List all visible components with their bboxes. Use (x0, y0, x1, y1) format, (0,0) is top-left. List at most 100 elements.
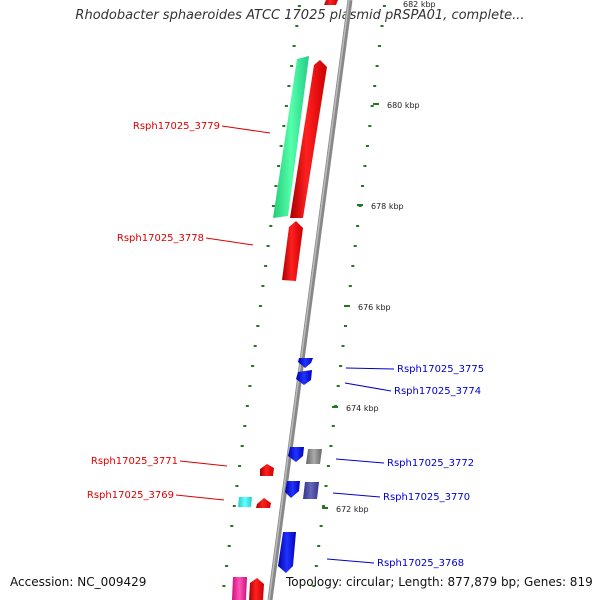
inner-tick-dot (230, 525, 234, 527)
inner-tick-dot (240, 445, 244, 447)
outer-tick-dot (326, 465, 330, 467)
gene-bottom-red-arrow[interactable] (249, 578, 264, 600)
outer-tick-dots (312, 5, 386, 587)
label-line-3768 (326, 558, 375, 564)
gene-rsph17025-3774-arrow[interactable] (296, 370, 312, 385)
outer-tick-dot (348, 285, 352, 287)
outer-tick-dot (329, 445, 333, 447)
inner-tick-dot (277, 165, 281, 167)
gene-label-rsph17025-3771[interactable]: Rsph17025_3771 (91, 456, 178, 467)
gene-label-rsph17025-3769[interactable]: Rsph17025_3769 (87, 490, 174, 501)
gene-rsph17025-3768-arrow[interactable] (278, 532, 296, 573)
inner-tick-dot (284, 105, 288, 107)
outer-tick-dot (317, 545, 321, 547)
tick-label-672: 672 kbp (336, 505, 369, 514)
backbone-line (267, 0, 353, 600)
label-line-3769 (175, 494, 225, 501)
outer-tick-dot (322, 505, 326, 507)
tick-label-682: 682 kbp (403, 0, 436, 9)
outer-tick-dot (365, 145, 369, 147)
inner-tick-dot (297, 5, 301, 7)
gene-rsph17025-3771-arrow[interactable] (260, 464, 274, 476)
gene-label-rsph17025-3774[interactable]: Rsph17025_3774 (394, 386, 481, 397)
inner-tick-dot (292, 45, 296, 47)
label-line-3770 (332, 492, 381, 498)
inner-tick-dot (256, 325, 260, 327)
gene-label-rsph17025-3775[interactable]: Rsph17025_3775 (397, 364, 484, 375)
inner-tick-dot (274, 185, 278, 187)
gene-rsph17025-3775-arrow[interactable] (298, 358, 313, 368)
inner-tick-dots (222, 5, 301, 587)
gene-label-rsph17025-3779[interactable]: Rsph17025_3779 (133, 121, 220, 132)
gene-rsph17025-3779-arrow[interactable] (290, 60, 327, 218)
inner-tick-dot (269, 225, 273, 227)
outer-tick-dot (314, 565, 318, 567)
inner-tick-dot (295, 25, 299, 27)
inner-tick-dot (232, 505, 236, 507)
gene-label-rsph17025-3778[interactable]: Rsph17025_3778 (117, 233, 204, 244)
label-line-3771 (179, 460, 228, 467)
gene-rna-teal[interactable] (273, 56, 309, 218)
outer-tick-dot (380, 25, 384, 27)
gene-label-rsph17025-3770[interactable]: Rsph17025_3770 (383, 492, 470, 503)
label-line-3772 (335, 458, 385, 464)
inner-tick-dot (251, 365, 255, 367)
tick-label-674: 674 kbp (346, 404, 379, 413)
map-title: Rhodobacter sphaeroides ATCC 17025 plasm… (75, 8, 525, 23)
inner-tick-dot (266, 245, 270, 247)
label-line-3778 (205, 237, 254, 246)
outer-tick-dot (373, 85, 377, 87)
inner-tick-dot (282, 125, 286, 127)
accession-text: Accession: NC_009429 (10, 575, 147, 589)
inner-tick-dot (287, 85, 291, 87)
backbone-highlight (268, 0, 350, 600)
inner-tick-dot (261, 285, 265, 287)
inner-tick-dot (264, 265, 268, 267)
inner-tick-dot (222, 585, 226, 587)
inner-tick-dot (271, 205, 275, 207)
inner-tick-dot (235, 485, 239, 487)
outer-tick-dot (341, 345, 345, 347)
gene-top-red[interactable] (324, 0, 338, 5)
inner-tick-dot (227, 545, 231, 547)
inner-tick-dot (238, 465, 242, 467)
tick-label-676: 676 kbp (358, 303, 391, 312)
outer-tick-dot (382, 5, 386, 7)
gene-gray-block[interactable] (306, 449, 322, 464)
gene-rsph17025-3770-arrow[interactable] (285, 481, 300, 498)
gene-rsph17025-3769-arrow[interactable] (256, 498, 271, 508)
gene-slate-block[interactable] (303, 482, 319, 499)
outer-tick-dot (378, 45, 381, 47)
gene-rsph17025-3772-arrow[interactable] (288, 447, 304, 462)
outer-tick-dot (351, 265, 355, 267)
outer-tick-dot (319, 525, 323, 527)
outer-tick-dot (363, 165, 367, 167)
gene-magenta-block[interactable] (232, 577, 247, 600)
gene-cyan-block[interactable] (238, 497, 252, 507)
outer-tick-dot (331, 425, 335, 427)
inner-tick-dot (248, 385, 252, 387)
inner-tick-dot (243, 425, 247, 427)
outer-tick-dot (361, 185, 364, 187)
inner-tick-dot (245, 405, 249, 407)
label-line-3774 (344, 382, 392, 392)
gene-rsph17025-3778-arrow[interactable] (282, 221, 303, 281)
gene-label-rsph17025-3772[interactable]: Rsph17025_3772 (387, 458, 474, 469)
outer-tick-dot (339, 365, 343, 367)
outer-tick-dot (344, 325, 347, 327)
outer-tick-dot (353, 245, 357, 247)
outer-tick-dot (356, 225, 360, 227)
outer-tick-dot (324, 485, 328, 487)
outer-tick-dot (336, 385, 340, 387)
tick-label-678: 678 kbp (371, 202, 404, 211)
label-line-3775 (345, 367, 395, 370)
outer-tick-dot (370, 105, 374, 107)
outer-tick-dot (368, 125, 372, 127)
inner-tick-dot (279, 145, 283, 147)
label-line-3779 (221, 125, 271, 134)
inner-tick-dot (253, 345, 257, 347)
topology-summary: Topology: circular; Length: 877,879 bp; … (286, 575, 593, 589)
gene-label-rsph17025-3768[interactable]: Rsph17025_3768 (377, 558, 464, 569)
outer-tick-dot (312, 585, 316, 587)
